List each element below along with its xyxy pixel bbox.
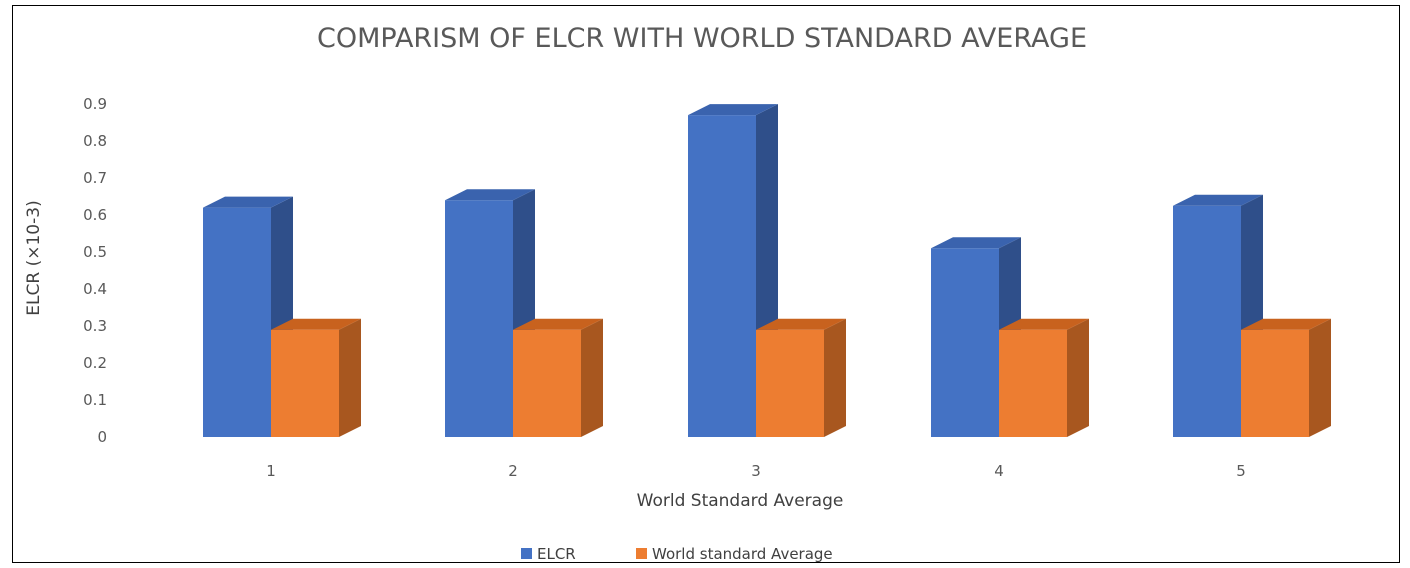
x-tick-label: 1 [266,462,276,480]
legend-swatch-world-standard-average [636,548,647,559]
y-tick-label: 0.6 [83,206,107,224]
bar-front [688,115,756,437]
y-tick-label: 0.8 [83,132,107,150]
bar-side [581,318,603,437]
legend-label-elcr: ELCR [537,545,576,562]
x-tick-label: 3 [751,462,761,480]
y-axis-title: ELCR (×10-3) [24,200,44,315]
bar-front [271,329,339,437]
bar-top [445,189,535,201]
y-tick-label: 0.7 [83,169,107,187]
bar-top [203,196,293,208]
bar-front [203,207,271,437]
y-axis-ticks: 0 0.1 0.2 0.3 0.4 0.5 0.6 0.7 0.8 0.9 [83,95,107,446]
bar-top [999,318,1089,330]
bar-top [271,318,361,330]
y-tick-label: 0.1 [83,391,107,409]
x-axis-ticks: 1 2 3 4 5 [266,462,1246,480]
bar-side [339,318,361,437]
bar-world-standard-average-3 [756,318,846,437]
bar-top [513,318,603,330]
bar-world-standard-average-4 [999,318,1089,437]
bars [203,104,1331,437]
bar-top [931,237,1021,249]
bar-top [1173,194,1263,206]
y-tick-label: 0.4 [83,280,107,298]
bar-side [1309,318,1331,437]
y-tick-label: 0 [97,428,107,446]
bar-top [688,104,778,116]
y-tick-label: 0.9 [83,95,107,113]
bar-front [931,248,999,437]
chart-canvas: COMPARISM OF ELCR WITH WORLD STANDARD AV… [24,23,1331,562]
bar-front [999,329,1067,437]
bar-front [1241,329,1309,437]
bar-top [1241,318,1331,330]
bar-front [1173,205,1241,437]
y-tick-label: 0.3 [83,317,107,335]
y-tick-label: 0.5 [83,243,107,261]
chart-title: COMPARISM OF ELCR WITH WORLD STANDARD AV… [317,23,1087,54]
bar-world-standard-average-2 [513,318,603,437]
x-tick-label: 4 [994,462,1004,480]
bar-front [756,329,824,437]
bar-world-standard-average-1 [271,318,361,437]
legend: ELCR World standard Average [521,545,833,562]
bar-front [513,329,581,437]
x-tick-label: 5 [1236,462,1246,480]
bar-side [1067,318,1089,437]
x-tick-label: 2 [508,462,518,480]
bar-front [445,200,513,437]
y-tick-label: 0.2 [83,354,107,372]
legend-swatch-elcr [521,548,532,559]
chart-frame: COMPARISM OF ELCR WITH WORLD STANDARD AV… [12,5,1400,563]
legend-label-world-standard-average: World standard Average [652,545,833,562]
bar-world-standard-average-5 [1241,318,1331,437]
x-axis-title: World Standard Average [637,491,844,511]
bar-top [756,318,846,330]
bar-side [824,318,846,437]
